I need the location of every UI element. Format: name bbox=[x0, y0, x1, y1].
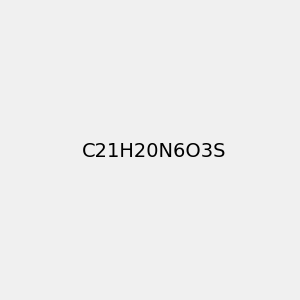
Text: C21H20N6O3S: C21H20N6O3S bbox=[82, 142, 226, 161]
